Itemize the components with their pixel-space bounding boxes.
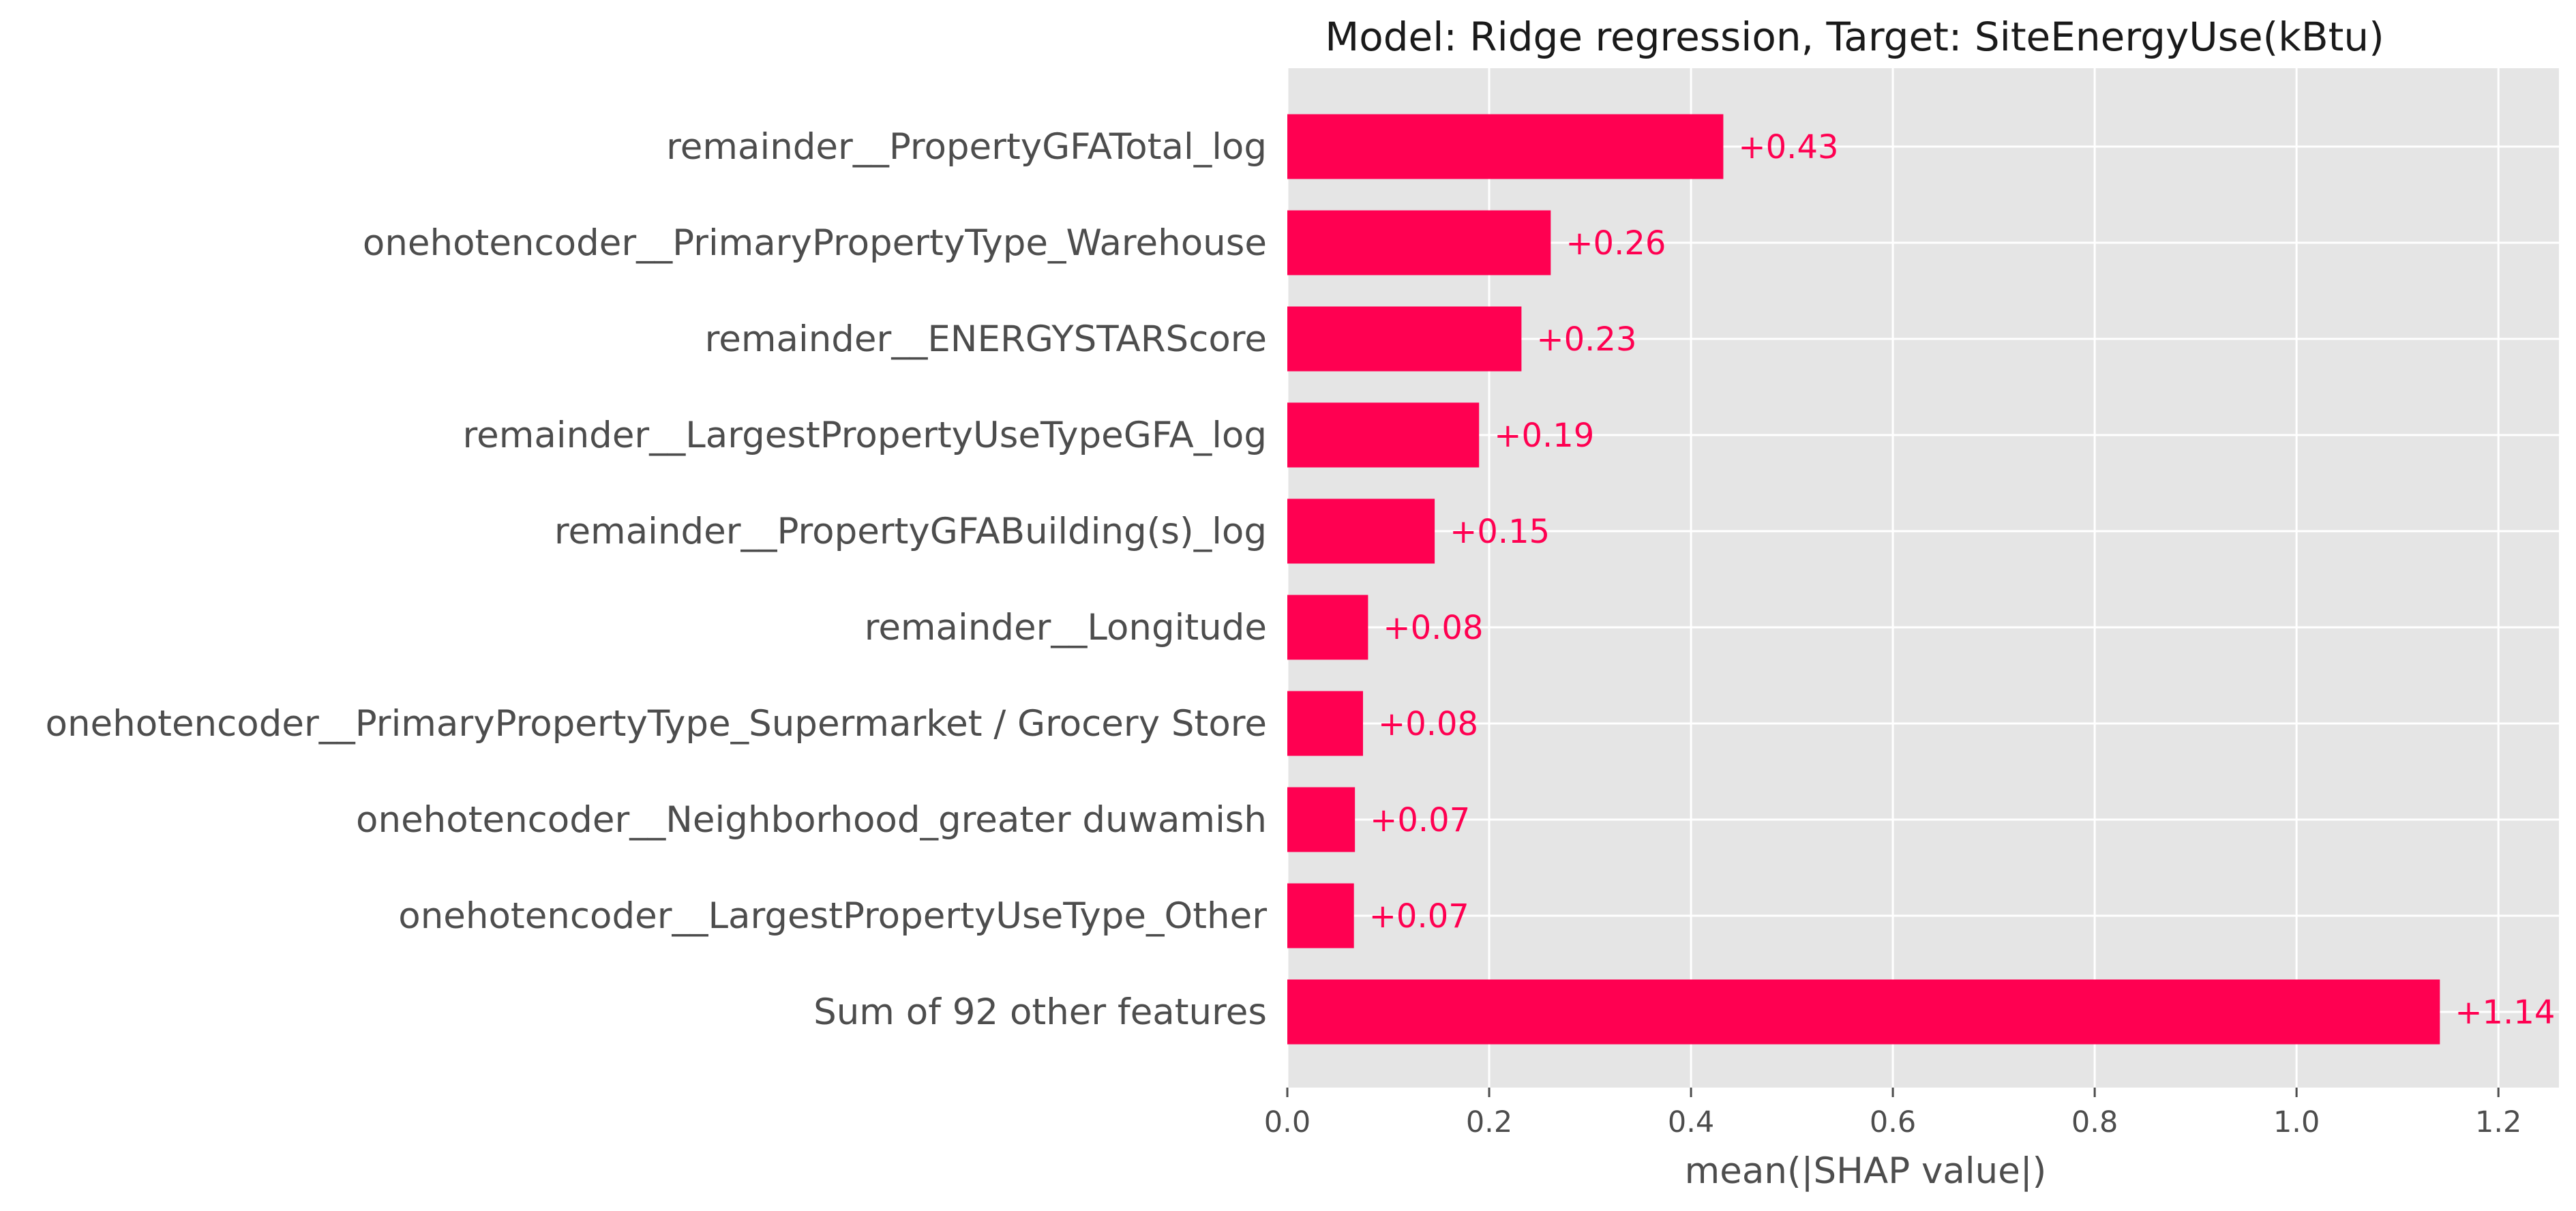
x-tick-label: 1.2 <box>2475 1105 2521 1139</box>
chart-title: Model: Ridge regression, Target: SiteEne… <box>1325 14 2384 60</box>
bars <box>1287 114 2440 1045</box>
y-axis-labels: remainder__PropertyGFATotal_log onehotenc… <box>46 126 1268 1033</box>
bar <box>1287 883 1354 948</box>
x-tick-label: 0.4 <box>1668 1105 1714 1139</box>
bar <box>1287 402 1480 468</box>
x-tick-label: 0.6 <box>1870 1105 1916 1139</box>
bar-value-label: +0.15 <box>1450 513 1550 551</box>
bar-value-label: +0.19 <box>1494 417 1594 455</box>
bar <box>1287 787 1356 852</box>
bar-value-label: +0.07 <box>1369 897 1469 936</box>
bar-value-label: +0.07 <box>1370 801 1470 839</box>
y-axis-label: remainder__ENERGYSTARScore <box>705 318 1267 360</box>
bar-value-label: +0.26 <box>1566 224 1666 263</box>
bar-value-label: +0.43 <box>1738 128 1838 166</box>
bar-value-label: +0.08 <box>1383 609 1483 647</box>
bar <box>1287 498 1435 564</box>
y-axis-label: remainder__PropertyGFABuilding(s)_log <box>554 511 1267 552</box>
bar <box>1287 114 1724 179</box>
y-axis-label: remainder__Longitude <box>865 607 1267 648</box>
x-axis-ticks: 0.0 0.2 0.4 0.6 0.8 1.0 1.2 <box>1264 1088 2521 1139</box>
x-tick-label: 0.0 <box>1264 1105 1311 1139</box>
x-tick-label: 0.8 <box>2071 1105 2118 1139</box>
bar-value-label: +1.14 <box>2455 993 2555 1032</box>
bar <box>1287 210 1551 275</box>
bar <box>1287 595 1368 660</box>
y-axis-label: onehotencoder__Neighborhood_greater duwa… <box>356 799 1267 841</box>
x-tick-label: 1.0 <box>2273 1105 2320 1139</box>
value-labels: +0.43 +0.26 +0.23 +0.19 +0.15 +0.08 +0.08 +0.07… <box>1369 128 2556 1032</box>
bar <box>1287 979 2440 1045</box>
y-axis-label: remainder__PropertyGFATotal_log <box>666 126 1267 168</box>
y-axis-label: onehotencoder__PrimaryPropertyType_Super… <box>46 703 1267 745</box>
bar <box>1287 306 1522 372</box>
y-axis-label: Sum of 92 other features <box>813 991 1267 1033</box>
bar <box>1287 691 1364 756</box>
x-tick-label: 0.2 <box>1466 1105 1512 1139</box>
bar-value-label: +0.23 <box>1536 320 1636 359</box>
y-axis-label: remainder__LargestPropertyUseTypeGFA_log <box>463 415 1267 456</box>
x-axis-label: mean(|SHAP value|) <box>1685 1150 2047 1192</box>
y-axis-label: onehotencoder__LargestPropertyUseType_Ot… <box>398 895 1267 937</box>
bar-value-label: +0.08 <box>1378 705 1478 743</box>
y-axis-label: onehotencoder__PrimaryPropertyType_Wareh… <box>363 222 1267 264</box>
